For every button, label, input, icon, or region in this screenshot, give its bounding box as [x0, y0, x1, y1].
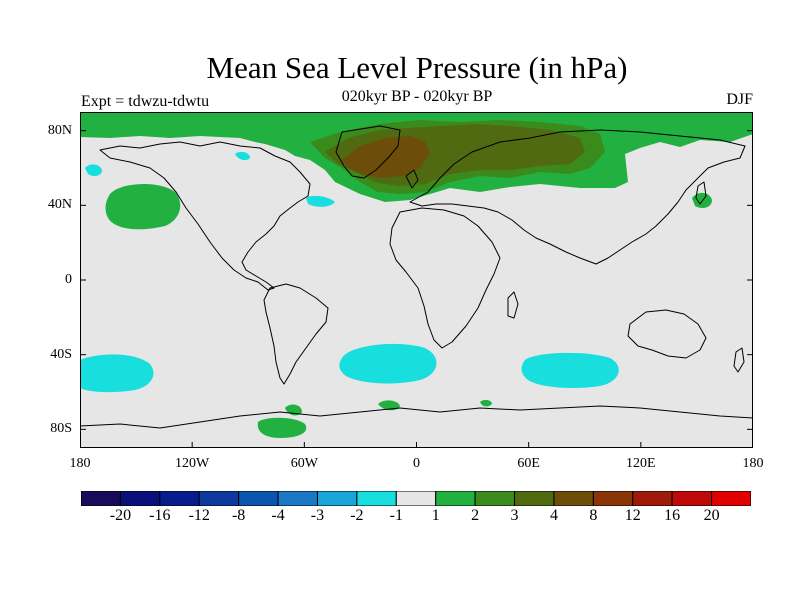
colorbar-swatch	[316, 491, 358, 506]
colorbar-label: -20	[109, 507, 132, 524]
colorbar-swatch	[474, 491, 516, 506]
colorbar-label: 16	[664, 507, 681, 524]
negative-anomaly-regions	[80, 151, 619, 393]
colorbar-label: 3	[510, 507, 519, 524]
x-tick-label: 120W	[175, 456, 210, 471]
colorbar	[81, 491, 751, 506]
eurasia-coast	[409, 129, 746, 265]
japan-green	[692, 192, 712, 208]
colorbar-label: 8	[589, 507, 598, 524]
new-zealand-coast	[733, 347, 745, 373]
y-tick-label: 80N	[47, 122, 72, 138]
colorbar-swatch	[514, 491, 555, 506]
x-tick-label: 0	[413, 456, 420, 471]
colorbar-label: 12	[624, 507, 641, 524]
x-tick-label: 180	[742, 456, 764, 471]
colorbar-swatch	[671, 491, 713, 506]
colorbar-label: -1	[389, 507, 403, 524]
canada-cyan	[235, 151, 250, 161]
colorbar-swatch	[277, 491, 318, 506]
colorbar-swatch	[159, 491, 200, 506]
south-indian-cyan	[521, 352, 619, 388]
colorbar-swatch	[395, 491, 437, 506]
africa-coast	[389, 207, 501, 349]
australia-coast	[627, 309, 707, 359]
experiment-label: Expt = tdwzu-tdwtu	[81, 93, 210, 110]
x-tick-label: 120E	[626, 456, 656, 471]
colorbar-swatch	[119, 491, 161, 506]
north-pacific-cyan-1	[85, 164, 102, 177]
colorbar-swatch	[632, 491, 673, 506]
antarctica-coast	[80, 405, 753, 429]
pressure-map	[80, 112, 753, 448]
colorbar-swatch	[435, 491, 476, 506]
greenland-coast	[335, 125, 401, 179]
south-pacific-cyan	[80, 354, 154, 393]
map-ticks	[80, 130, 753, 448]
colorbar-label: -2	[350, 507, 364, 524]
antarctic-green-4	[480, 399, 492, 407]
x-tick-label: 60W	[290, 456, 318, 471]
north-america-coast	[99, 141, 311, 291]
map-title: Mean Sea Level Pressure (in hPa)	[206, 50, 628, 85]
colorbar-label: -8	[231, 507, 246, 524]
colorbar-swatch	[711, 491, 751, 506]
y-tick-label: 80S	[50, 421, 72, 437]
colorbar-swatch	[238, 491, 279, 506]
antarctic-green-1	[257, 417, 307, 438]
coastlines	[80, 125, 753, 429]
colorbar-label: 4	[549, 507, 558, 524]
x-tick-label: 60E	[517, 456, 540, 471]
colorbar-swatch	[198, 491, 240, 506]
y-tick-label: 40S	[50, 346, 72, 362]
colorbar-swatch	[81, 491, 121, 506]
map-subtitle: 020kyr BP - 020kyr BP	[341, 88, 493, 105]
antarctic-green-3	[378, 400, 400, 411]
colorbar-swatch	[592, 491, 634, 506]
british-isles-coast	[405, 169, 419, 189]
atlantic-8hpa	[342, 136, 430, 178]
colorbar-label: 20	[703, 507, 720, 524]
south-america-coast	[263, 283, 329, 385]
colorbar-swatch	[553, 491, 594, 506]
colorbar-label: 2	[471, 507, 480, 524]
colorbar-swatch	[356, 491, 397, 506]
colorbar-label: -12	[188, 507, 210, 524]
north-atlantic-cyan	[306, 195, 335, 207]
south-atlantic-cyan	[339, 343, 437, 384]
y-tick-label: 40N	[47, 197, 72, 213]
colorbar-label: -16	[149, 507, 171, 524]
colorbar-label: -4	[271, 507, 285, 524]
colorbar-label: 1	[431, 507, 440, 524]
north-pacific-green	[105, 183, 181, 230]
japan-coast	[695, 181, 707, 205]
madagascar-coast	[507, 291, 519, 319]
x-tick-label: 180	[69, 456, 91, 471]
colorbar-label: -3	[310, 507, 325, 524]
y-tick-label: 0	[65, 272, 72, 287]
season-label: DJF	[726, 91, 753, 108]
